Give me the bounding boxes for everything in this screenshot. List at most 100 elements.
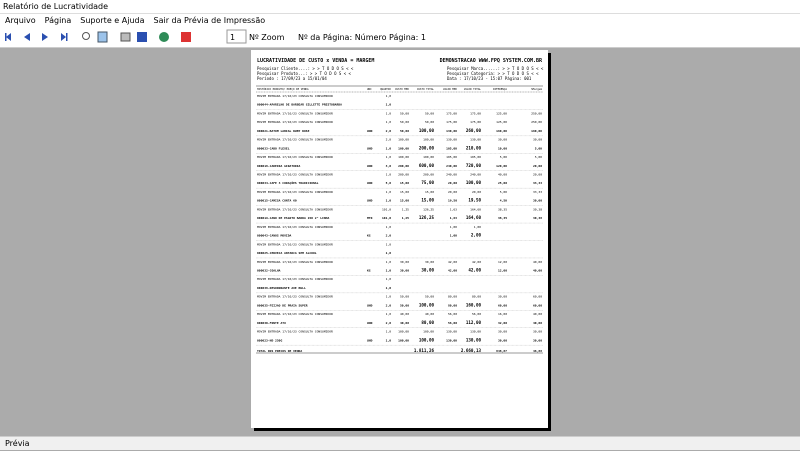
nav-icons[interactable]	[5, 33, 68, 41]
group-cell: 130,00	[466, 337, 482, 342]
group-cell: 30,00	[533, 199, 542, 203]
column-header: VALOR TOTAL	[464, 87, 482, 91]
group-cell: UND	[367, 199, 373, 203]
toolbar-icons: 1 Nº Zoom Nº da Página: Número Página: 1	[5, 29, 426, 44]
report-title: LUCRATIVIDADE DE CUSTO x VENDA = MARGEM	[257, 58, 374, 64]
item-cell: 1,0	[386, 260, 392, 264]
item-cell: 100,00	[398, 330, 409, 334]
group-cell: 160,00	[496, 129, 507, 133]
group-cell: 101,0	[382, 216, 391, 220]
item-cell: MOVIM ENTRADA 17/10/23 CONSULTA CONSUMID…	[257, 330, 333, 334]
group-cell: 20,00	[448, 181, 457, 185]
item-cell: 30,00	[498, 295, 507, 299]
item-cell: 5,00	[535, 155, 542, 159]
print-icon[interactable]	[120, 32, 131, 42]
menu-item[interactable]: Suporte e Ajuda	[80, 16, 145, 25]
item-cell: 1,0	[386, 277, 392, 281]
company: DEMONSTRACAO WWW.FPQ SYSTEM.COM.BR	[440, 58, 543, 64]
group-cell: 000032-COALHA	[257, 268, 281, 272]
total-cell: 848,87	[496, 349, 507, 353]
item-cell: 126,25	[423, 207, 434, 211]
group-cell: 60,00	[498, 303, 507, 307]
zoom-icon[interactable]	[82, 32, 90, 40]
group-cell: 000015-CAMISA CONTA 60	[257, 199, 297, 203]
item-cell: MOVIM ENTRADA 17/10/23 CONSULTA CONSUMID…	[257, 155, 333, 159]
item-cell: MOVIM ENTRADA 17/10/23 CONSULTA CONSUMID…	[257, 120, 333, 124]
column-header: %Margem	[531, 87, 542, 91]
item-cell: 1,0	[386, 225, 392, 229]
group-cell: 126,25	[419, 215, 435, 220]
item-cell: 1,0	[386, 173, 392, 177]
setup-icon[interactable]	[137, 32, 147, 42]
report: LUCRATIVIDADE DE CUSTO x VENDA = MARGEM …	[256, 58, 544, 354]
item-cell: 1,0	[386, 242, 392, 246]
item-cell: 50,00	[400, 295, 409, 299]
item-cell: 20,00	[448, 190, 457, 194]
title-bar: Relatório de Lucratividade	[0, 0, 800, 14]
item-cell: 15,00	[400, 190, 409, 194]
group-cell: UND	[367, 338, 373, 342]
item-cell: 100,00	[398, 138, 409, 142]
item-cell: 1,0	[386, 94, 392, 98]
group-cell: 3,0	[386, 164, 392, 168]
item-cell: MOVIM ENTRADA 17/10/23 CONSULTA CONSUMID…	[257, 225, 333, 229]
item-cell: 100,00	[423, 155, 434, 159]
group-cell: 000035-FEIJAO DE PRAIA SUPER	[257, 303, 308, 307]
item-cell: 175,00	[446, 111, 457, 115]
group-cell: 30,00	[498, 338, 507, 342]
column-header: CUSTO MED	[395, 87, 409, 91]
group-cell: 42,00	[448, 268, 457, 272]
group-cell: 1,00	[450, 234, 457, 238]
total-cell: TOTAL DOS PRECOS DE VENDA	[257, 349, 302, 353]
group-cell: 2,0	[386, 129, 392, 133]
group-cell: UND	[367, 181, 373, 185]
group-cell: UND	[367, 164, 373, 168]
item-cell: MOVIM ENTRADA 17/10/23 CONSULTA CONSUMID…	[257, 111, 333, 115]
group-cell: 210,00	[466, 145, 482, 150]
group-cell: MTR	[367, 216, 373, 220]
group-cell: 50,00	[400, 303, 409, 307]
group-cell: 80,00	[421, 320, 434, 325]
group-cell: 15,00	[421, 198, 434, 203]
group-cell: 000038-DESODORANTE AXE BULL	[257, 286, 306, 290]
group-cell: 112,00	[466, 320, 482, 325]
group-cell: 000044-APARELHO DE BARBEAR GILLETTE PRES…	[257, 103, 342, 107]
group-cell: 200,00	[419, 145, 435, 150]
item-cell: MOVIM ENTRADA 17/10/23 CONSULTA CONSUMID…	[257, 242, 333, 246]
export-icon[interactable]	[159, 32, 169, 42]
page-icon[interactable]	[97, 31, 108, 43]
group-cell: 100,00	[398, 146, 409, 150]
group-cell: 5,00	[535, 146, 542, 150]
group-cell: UND	[367, 129, 373, 133]
item-cell: 30,38	[533, 207, 542, 211]
group-cell: 38,35	[498, 216, 507, 220]
group-cell: 164,60	[466, 215, 482, 220]
item-cell: 240,00	[470, 173, 481, 177]
group-cell: 160,00	[531, 129, 542, 133]
group-cell: 19,50	[448, 199, 457, 203]
column-header: VALOR MED	[443, 87, 457, 91]
item-cell: MOVIM ENTRADA 17/10/23 CONSULTA CONSUMID…	[257, 94, 333, 98]
group-cell: 80,00	[448, 303, 457, 307]
column-header: CUSTO TOTAL	[417, 87, 435, 91]
item-cell: 100,00	[423, 138, 434, 142]
group-cell: 33,33	[533, 181, 542, 185]
item-cell: 175,00	[470, 120, 481, 124]
group-cell: 12,00	[498, 268, 507, 272]
item-cell: 130,00	[470, 138, 481, 142]
item-cell: 105,00	[470, 155, 481, 159]
item-cell: 38,35	[498, 207, 507, 211]
menu-item[interactable]: Arquivo	[5, 16, 36, 25]
close-icon[interactable]	[181, 32, 191, 42]
group-cell: 15,00	[400, 199, 409, 203]
group-cell: 720,00	[466, 163, 482, 168]
group-cell: 1,25	[402, 216, 409, 220]
menu-item[interactable]: Sair da Prévia de Impressão	[153, 16, 266, 25]
page-select[interactable]	[226, 29, 247, 44]
menu-item[interactable]: Página	[44, 16, 72, 25]
item-cell: 16,00	[498, 312, 507, 316]
group-cell: 30,00	[400, 268, 409, 272]
group-cell: 1,0	[386, 268, 392, 272]
group-cell: 240,00	[446, 164, 457, 168]
item-cell: 1,00	[450, 225, 457, 229]
